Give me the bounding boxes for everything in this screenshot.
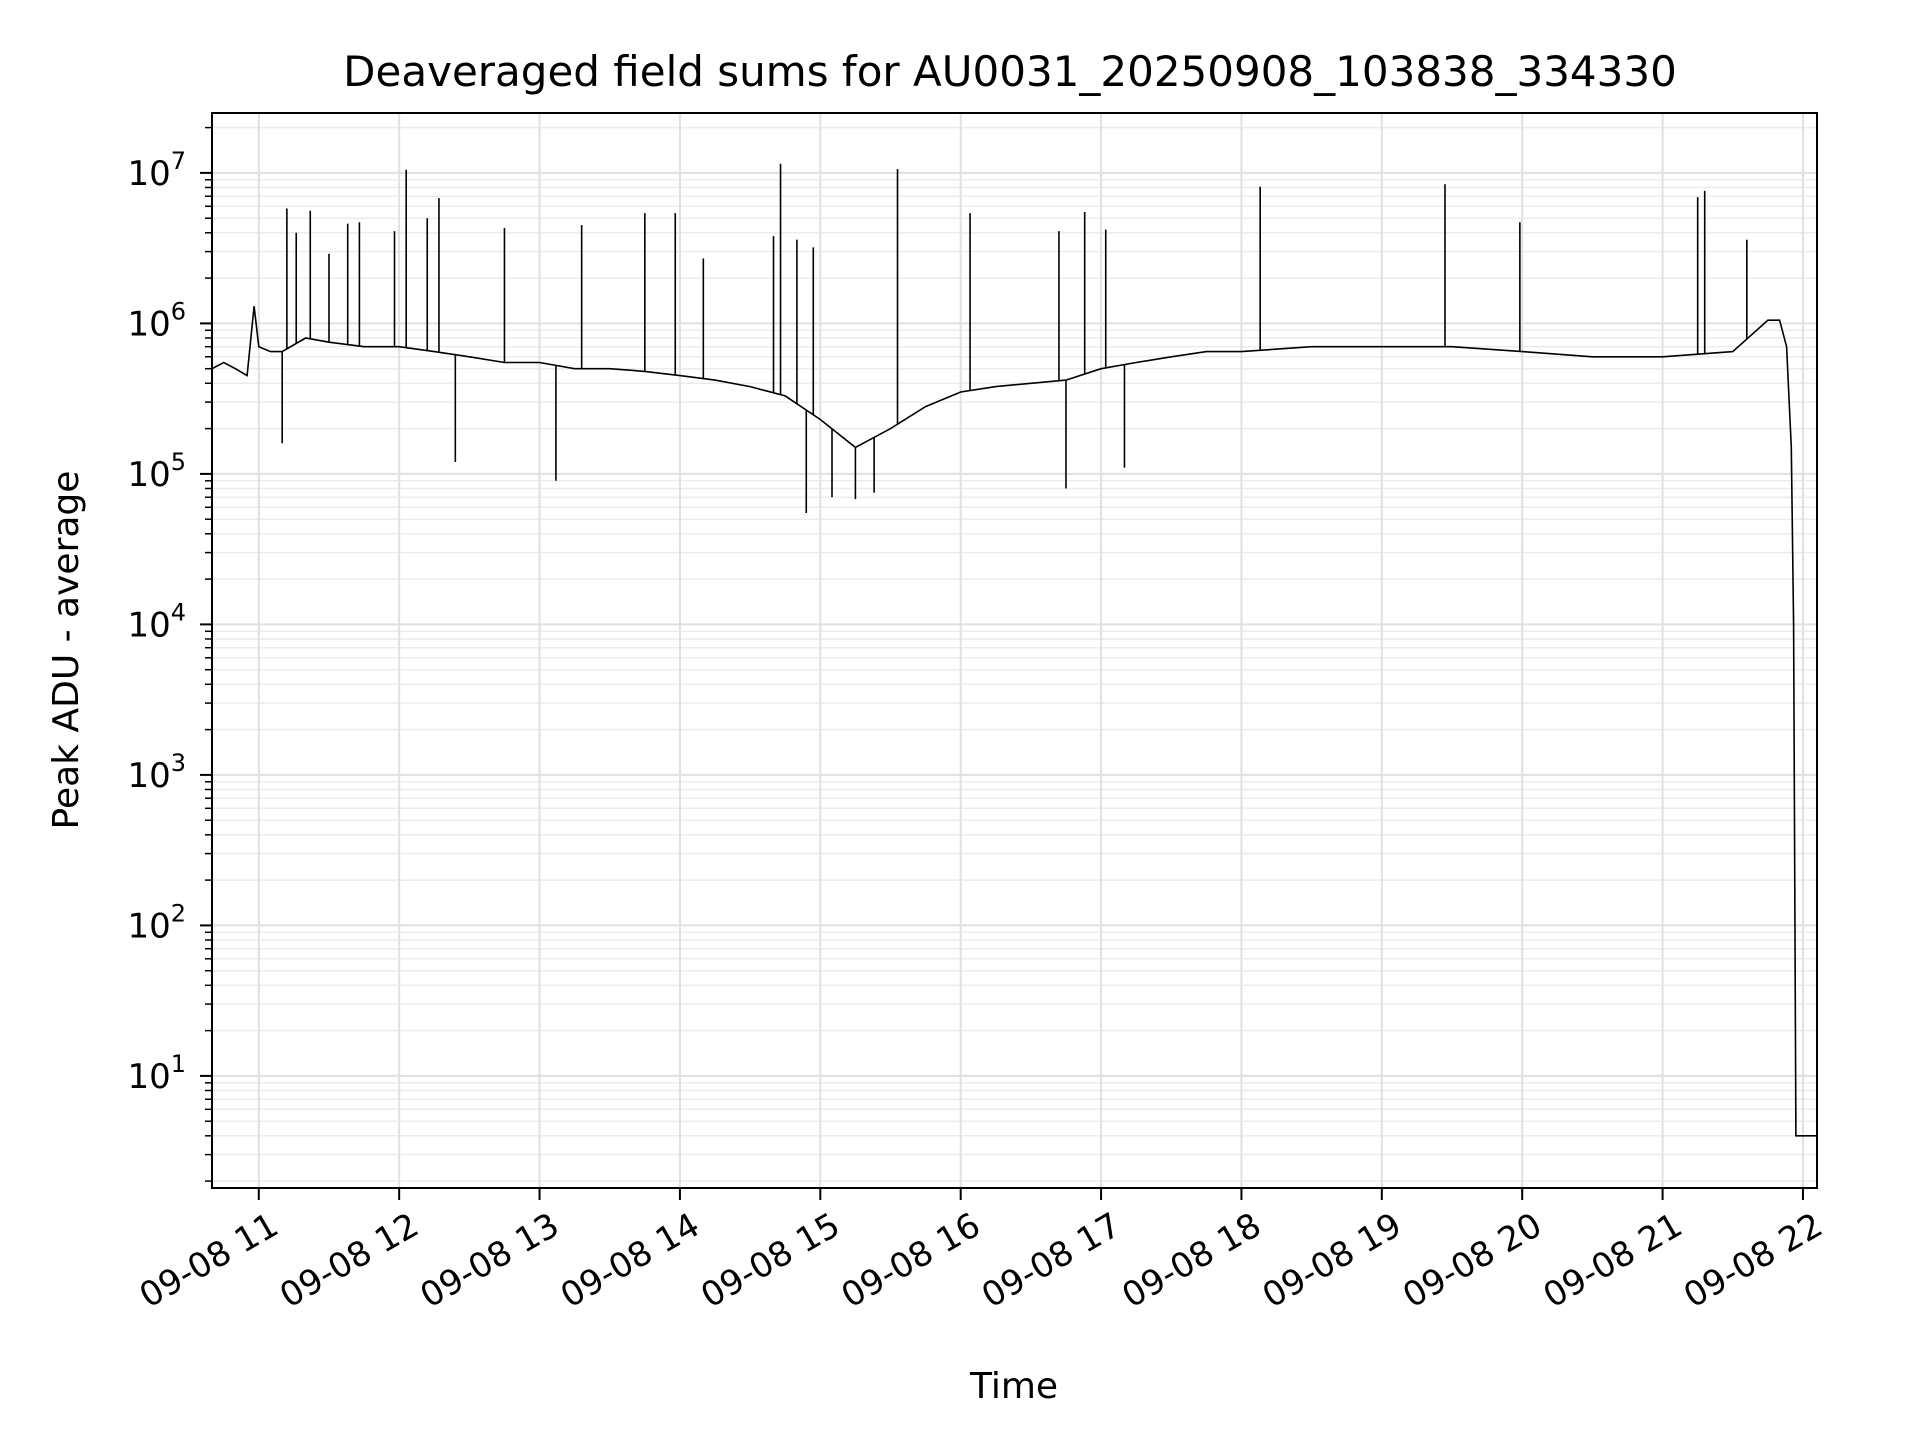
x-tick-label: 09-08 12 (273, 1205, 425, 1316)
y-tick-label: 101 (127, 1050, 186, 1097)
x-tick-label: 09-08 16 (835, 1205, 987, 1316)
series-line (211, 306, 1817, 1137)
x-tick-label: 09-08 15 (694, 1205, 846, 1316)
x-tick-label: 09-08 18 (1116, 1205, 1268, 1316)
grid (212, 113, 1817, 1188)
x-tick-label: 09-08 14 (554, 1205, 706, 1316)
x-tick-label: 09-08 21 (1537, 1205, 1689, 1316)
y-tick-label: 103 (127, 749, 186, 796)
x-tick-label: 09-08 20 (1396, 1205, 1548, 1316)
x-tick-label: 09-08 17 (975, 1205, 1127, 1316)
y-axis: 101 102 103 104 105 106 107 (127, 126, 212, 1182)
x-tick-label: 09-08 22 (1677, 1205, 1829, 1316)
chart-title: Deaveraged field sums for AU0031_2025090… (343, 47, 1677, 96)
y-tick-label: 106 (127, 297, 186, 344)
data-series (211, 163, 1817, 1137)
plot-frame (211, 112, 1818, 1189)
y-axis-label: Peak ADU - average (46, 471, 87, 830)
y-tick-label: 107 (127, 147, 186, 194)
y-tick-label: 105 (127, 448, 186, 495)
x-tick-label: 09-08 13 (414, 1205, 566, 1316)
x-axis-label: Time (969, 1366, 1058, 1407)
y-tick-label: 102 (127, 899, 186, 946)
x-tick-label: 09-08 19 (1256, 1205, 1408, 1316)
x-tick-label: 09-08 11 (133, 1205, 285, 1316)
y-tick-label: 104 (127, 598, 186, 645)
